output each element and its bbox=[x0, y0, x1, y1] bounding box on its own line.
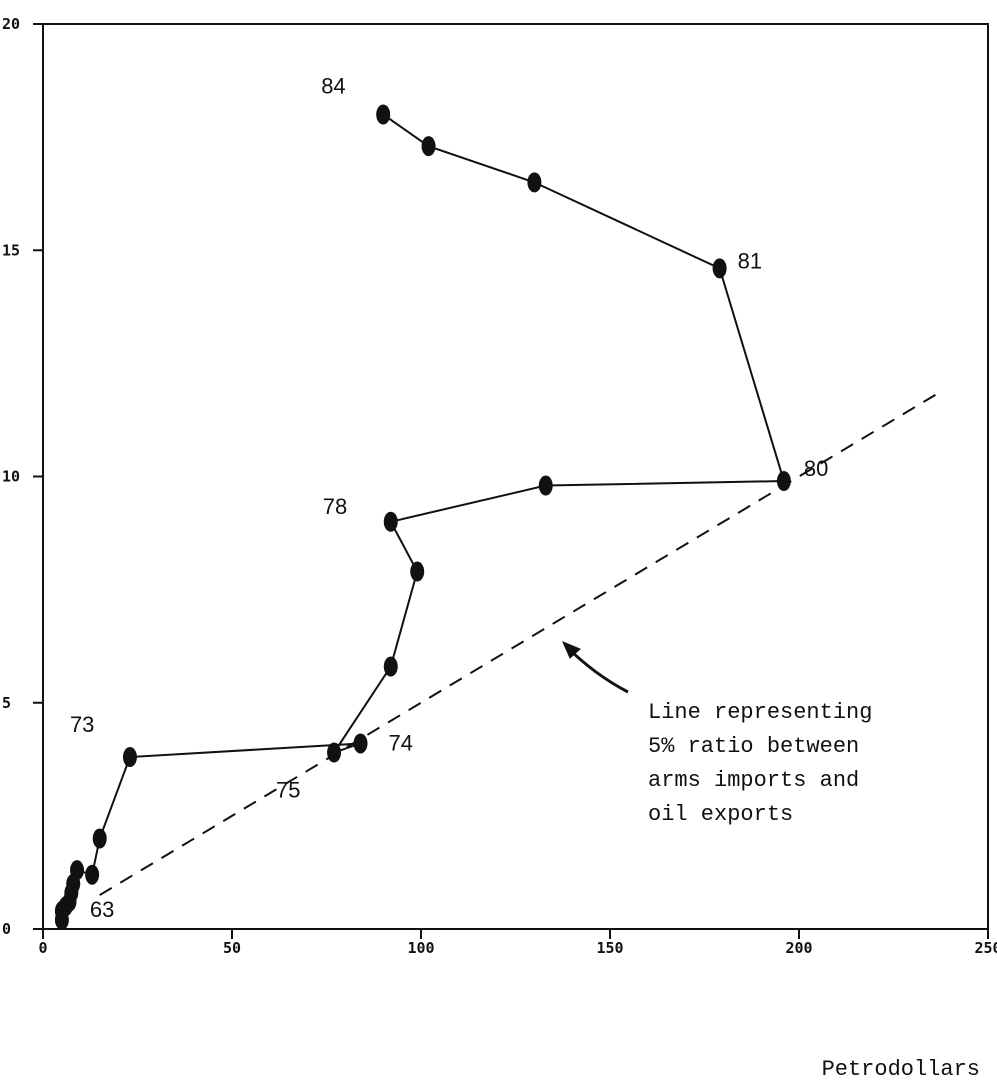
year-label: 84 bbox=[321, 74, 345, 99]
annotation: Line representing 5% ratio between arms … bbox=[562, 641, 872, 827]
x-tick-label: 0 bbox=[38, 939, 47, 957]
data-point bbox=[70, 860, 85, 881]
x-axis: 0 50 100 150 200 250 bbox=[38, 929, 997, 957]
annotation-line-1: Line representing bbox=[648, 700, 872, 725]
data-point bbox=[353, 733, 368, 754]
year-label: 75 bbox=[276, 778, 300, 803]
x-tick-label: 100 bbox=[407, 939, 434, 957]
year-labels: 63 73 74 75 78 80 81 84 bbox=[70, 74, 828, 922]
year-label: 74 bbox=[389, 730, 413, 755]
data-point bbox=[538, 475, 553, 496]
x-tick-label: 150 bbox=[596, 939, 623, 957]
annotation-arrowhead bbox=[562, 641, 581, 659]
annotation-line-4: oil exports bbox=[648, 802, 793, 827]
year-label: 78 bbox=[323, 494, 347, 519]
data-point bbox=[376, 104, 391, 125]
y-axis: 0 5 10 15 20 bbox=[2, 15, 43, 938]
data-point bbox=[776, 471, 791, 492]
annotation-arrow bbox=[565, 645, 629, 694]
data-point bbox=[527, 172, 542, 193]
data-point bbox=[383, 656, 398, 677]
data-point bbox=[92, 828, 107, 849]
data-points bbox=[54, 104, 791, 930]
data-point bbox=[85, 864, 100, 885]
data-point bbox=[327, 742, 342, 763]
y-tick-label: 10 bbox=[2, 468, 20, 486]
annotation-line-3: arms imports and bbox=[648, 768, 859, 793]
y-tick-label: 0 bbox=[2, 920, 11, 938]
x-axis-title: Petrodollars bbox=[822, 1057, 980, 1082]
year-label: 73 bbox=[70, 712, 94, 737]
data-point bbox=[421, 136, 436, 157]
x-tick-label: 50 bbox=[223, 939, 241, 957]
series-line bbox=[60, 113, 786, 920]
year-label: 63 bbox=[90, 897, 114, 922]
data-point bbox=[410, 561, 425, 582]
data-point bbox=[712, 258, 727, 279]
annotation-line-2: 5% ratio between bbox=[648, 734, 859, 759]
year-label: 81 bbox=[738, 248, 762, 273]
y-tick-label: 15 bbox=[2, 241, 20, 259]
plot-frame bbox=[42, 23, 989, 930]
year-label: 80 bbox=[804, 456, 828, 481]
x-tick-label: 250 bbox=[974, 939, 997, 957]
x-tick-label: 200 bbox=[785, 939, 812, 957]
five-percent-reference-line bbox=[99, 389, 944, 896]
data-point bbox=[383, 511, 398, 532]
y-tick-label: 20 bbox=[2, 15, 20, 33]
y-tick-label: 5 bbox=[2, 694, 11, 712]
data-point bbox=[122, 747, 137, 768]
